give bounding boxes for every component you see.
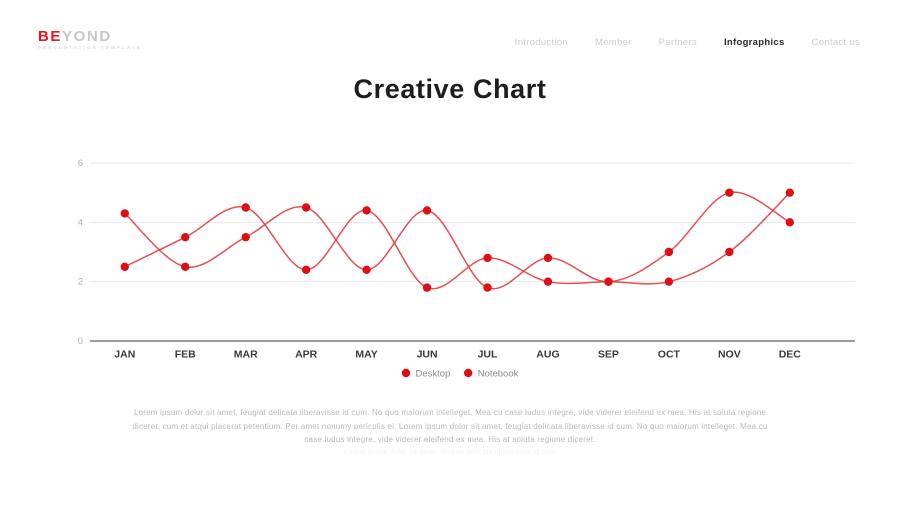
y-axis-tick-4: 4 (78, 217, 83, 228)
x-axis-label-apr: APR (295, 349, 318, 361)
x-axis-label-feb: FEB (175, 349, 196, 361)
data-point-desktop-feb (181, 262, 190, 272)
data-point-notebook-jan (120, 262, 129, 272)
nav-item-infographics[interactable]: Infographics (723, 37, 785, 48)
brand-tagline: PRESENTATION TEMPLATE (38, 45, 142, 50)
data-point-desktop-apr (301, 203, 311, 212)
x-axis-label-mar: MAR (234, 349, 258, 361)
data-point-desktop-mar (241, 232, 250, 242)
legend-swatch-notebook[interactable] (464, 368, 473, 378)
data-point-notebook-oct (664, 277, 674, 286)
data-point-notebook-dec (785, 188, 794, 197)
page-title: Creative Chart (353, 74, 547, 104)
x-axis-label-jun: JUN (417, 349, 438, 361)
data-point-desktop-may (362, 265, 371, 274)
footer-subtext: Lorem ipsum dolor sit amet, feugiat deli… (344, 449, 556, 456)
data-point-desktop-aug (543, 253, 553, 263)
line-chart: 0 2 4 6 JAN FEB MAR APR MAY JUN JUL AUG SEP OCT NOV DEC… (78, 158, 855, 380)
data-point-desktop-jan (120, 209, 129, 218)
legend-label-desktop[interactable]: Desktop (416, 369, 451, 380)
data-point-notebook-may (362, 206, 371, 215)
data-point-notebook-apr (301, 265, 311, 274)
y-axis-tick-0: 0 (78, 336, 83, 347)
legend-label-notebook[interactable]: Notebook (478, 369, 519, 380)
data-point-notebook-feb (181, 232, 190, 242)
nav-item-introduction[interactable]: Introduction (514, 37, 568, 48)
x-axis-label-dec: DEC (779, 349, 802, 361)
x-axis-label-oct: OCT (658, 349, 681, 361)
data-point-notebook-nov (725, 247, 734, 257)
y-axis-tick-2: 2 (78, 277, 83, 288)
x-axis-label-nov: NOV (718, 349, 741, 361)
nav-item-contact-us[interactable]: Contact us (811, 37, 860, 48)
data-point-desktop-oct (664, 247, 674, 257)
data-point-desktop-jun (422, 206, 432, 215)
data-point-notebook-mar (241, 203, 250, 212)
brand-name: BEYOND (38, 29, 142, 44)
x-axis-label-jan: JAN (114, 349, 135, 361)
brand-name-bold: BE (38, 28, 63, 45)
data-point-notebook-aug (543, 277, 553, 286)
chart-area: 0 2 4 6 JAN FEB MAR APR MAY JUN JUL AUG SEP OCT NOV DEC… (0, 150, 900, 390)
data-point-desktop-jul (483, 283, 492, 292)
footer-paragraph: Lorem ipsum dolor sit amet, feugiat deli… (132, 408, 768, 444)
nav-item-member[interactable]: Member (595, 37, 632, 48)
brand-name-light: YOND (62, 28, 112, 45)
x-axis-label-sep: SEP (598, 349, 619, 361)
top-navigation: Introduction Member Partners Infographics Co… (515, 37, 860, 48)
brand-logo[interactable]: BEYOND PRESENTATION TEMPLATE (38, 29, 142, 51)
legend-swatch-desktop[interactable] (401, 368, 411, 378)
y-axis-tick-6: 6 (78, 158, 83, 169)
data-point-desktop-nov (725, 188, 734, 197)
header: BEYOND PRESENTATION TEMPLATE Introductio… (0, 0, 900, 60)
x-axis-label-may: MAY (355, 349, 377, 361)
data-point-notebook-sep (604, 277, 613, 286)
series-line-notebook (124, 192, 791, 290)
data-point-desktop-dec (785, 218, 794, 227)
x-axis-label-aug: AUG (536, 349, 559, 361)
data-point-notebook-jun (422, 283, 432, 292)
data-point-notebook-jul (483, 253, 492, 263)
nav-item-partners[interactable]: Partners (658, 37, 697, 48)
x-axis-label-jul: JUL (478, 349, 498, 361)
